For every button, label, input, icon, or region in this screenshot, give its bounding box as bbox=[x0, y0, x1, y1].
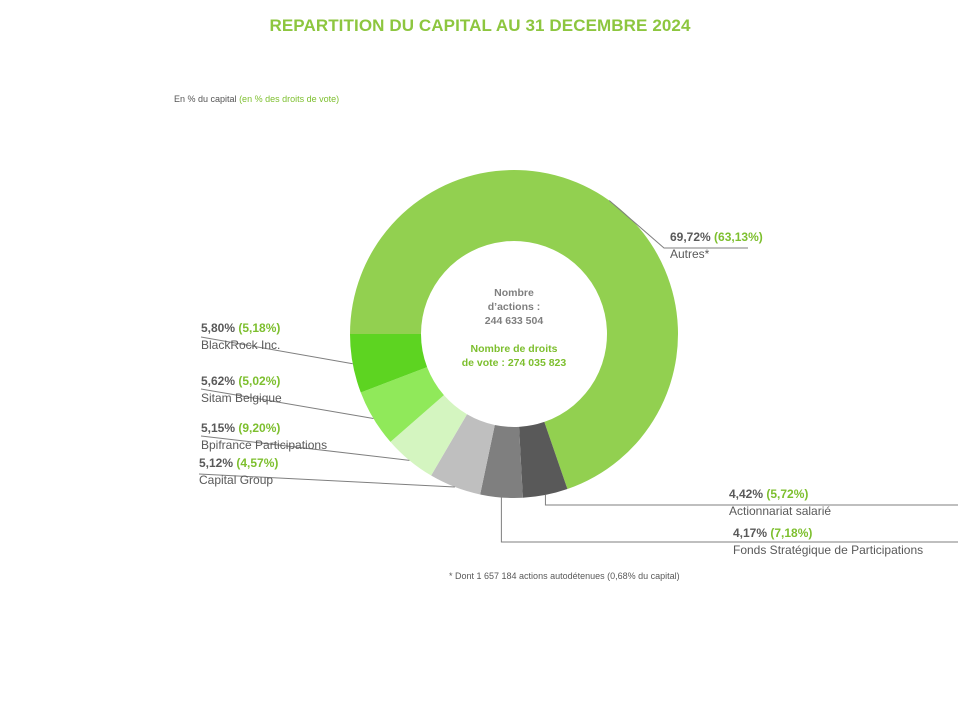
center-shares-value: 244 633 504 bbox=[485, 315, 544, 327]
subtitle-capital: En % du capital bbox=[174, 94, 237, 104]
label-name-sitam-belgique: Sitam Belgique bbox=[201, 391, 282, 405]
label-value-bpifrance-participations: 5,15% (9,20%) bbox=[201, 421, 280, 435]
label-value-autres: 69,72% (63,13%) bbox=[670, 230, 763, 244]
label-value-actionnariat-salarie: 4,42% (5,72%) bbox=[729, 487, 808, 501]
label-name-blackrock-inc: BlackRock Inc. bbox=[201, 338, 280, 352]
leader-sitam-belgique bbox=[200, 388, 374, 419]
chart-subtitle: En % du capital (en % des droits de vote… bbox=[174, 94, 339, 104]
leader-actionnariat-salarie bbox=[544, 494, 958, 506]
leader-capital-group bbox=[198, 473, 455, 488]
leader-fonds-strategique-de-participations bbox=[500, 497, 958, 543]
label-name-actionnariat-salarie: Actionnariat salarié bbox=[729, 504, 831, 518]
leader-autres bbox=[608, 200, 748, 249]
slice-sitam-belgique bbox=[360, 367, 444, 442]
donut-slices bbox=[350, 169, 678, 498]
leader-blackrock-inc bbox=[200, 336, 353, 365]
center-votes-label: Nombre de droits bbox=[471, 343, 558, 355]
slice-bpifrance-participations bbox=[390, 395, 468, 476]
label-name-capital-group: Capital Group bbox=[199, 473, 273, 487]
slice-blackrock-inc bbox=[350, 334, 428, 393]
subtitle-votes: (en % des droits de vote) bbox=[239, 94, 340, 104]
label-value-sitam-belgique: 5,62% (5,02%) bbox=[201, 374, 280, 388]
slice-autres bbox=[350, 169, 678, 490]
leader-lines bbox=[198, 200, 958, 543]
footnote: * Dont 1 657 184 actions autodétenues (0… bbox=[449, 571, 680, 581]
center-votes-value: de vote : 274 035 823 bbox=[462, 357, 567, 369]
label-name-autres: Autres* bbox=[670, 247, 710, 261]
chart-title: REPARTITION DU CAPITAL AU 31 DECEMBRE 20… bbox=[269, 16, 691, 35]
center-shares-label-1: Nombre bbox=[494, 287, 534, 299]
slice-labels: 69,72% (63,13%) Autres* 4,42% (5,72%) Actio… bbox=[199, 230, 923, 557]
label-name-fonds-strategique-de-participations: Fonds Stratégique de Participations bbox=[733, 543, 923, 557]
label-value-fonds-strategique-de-participations: 4,17% (7,18%) bbox=[733, 526, 812, 540]
center-shares-label-2: d’actions : bbox=[488, 301, 541, 313]
slice-capital-group bbox=[431, 414, 495, 495]
label-name-bpifrance-participations: Bpifrance Participations bbox=[201, 438, 327, 452]
slice-fonds-strategique-de-participations bbox=[480, 424, 523, 498]
label-value-blackrock-inc: 5,80% (5,18%) bbox=[201, 321, 280, 335]
slice-actionnariat-salarie bbox=[519, 421, 568, 498]
donut-center: Nombre d’actions : 244 633 504 Nombre de… bbox=[462, 287, 567, 369]
leader-bpifrance-participations bbox=[200, 435, 410, 461]
label-value-capital-group: 5,12% (4,57%) bbox=[199, 456, 278, 470]
